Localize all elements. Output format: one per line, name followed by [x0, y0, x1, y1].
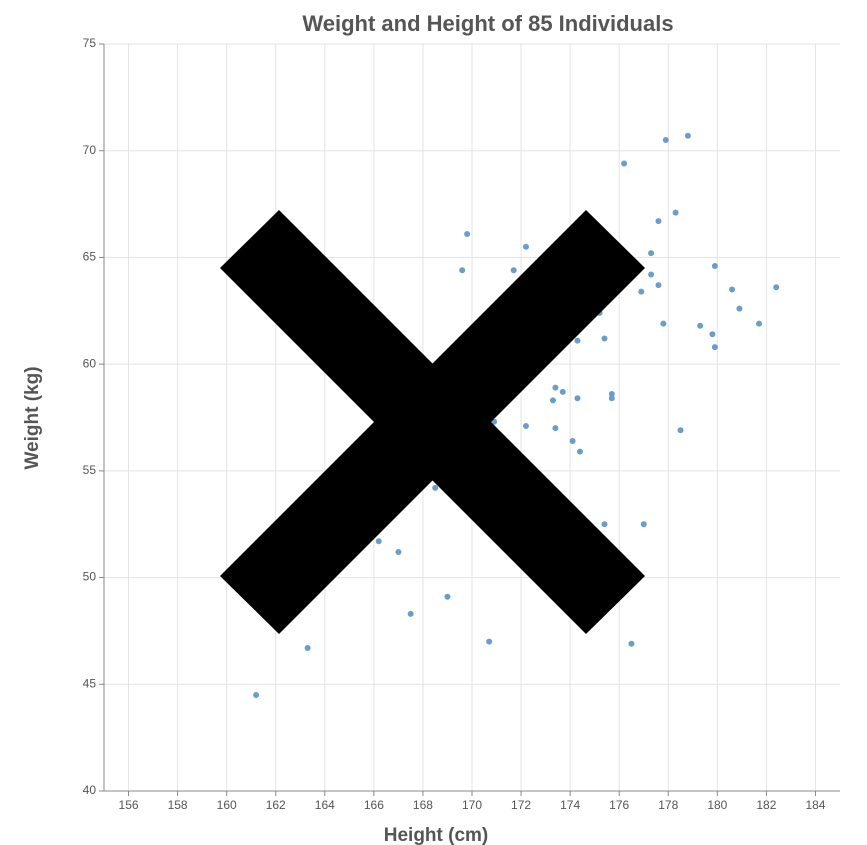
x-tick-label: 158 [168, 798, 188, 812]
point [709, 331, 716, 338]
point [559, 388, 566, 395]
point [510, 267, 517, 274]
x-tick-label: 170 [462, 798, 482, 812]
point [638, 288, 645, 295]
point [486, 638, 493, 645]
point [522, 423, 529, 430]
point [660, 320, 667, 327]
point [773, 284, 780, 291]
y-axis-label: Weight (kg) [22, 366, 43, 469]
point [549, 397, 556, 404]
x-tick-label: 178 [658, 798, 678, 812]
point [407, 610, 414, 617]
point [628, 640, 635, 647]
x-tick-label: 156 [119, 798, 139, 812]
x-tick-label: 168 [413, 798, 433, 812]
x-tick-label: 166 [364, 798, 384, 812]
point [711, 344, 718, 351]
x-tick-label: 162 [266, 798, 286, 812]
point [684, 132, 691, 139]
point [569, 437, 576, 444]
point [640, 521, 647, 528]
point [552, 425, 559, 432]
point [601, 521, 608, 528]
point [608, 391, 615, 398]
point [655, 218, 662, 225]
y-tick-label: 60 [83, 356, 97, 370]
y-tick-label: 40 [83, 783, 97, 797]
point [253, 691, 260, 698]
x-tick-label: 182 [756, 798, 776, 812]
point [672, 209, 679, 216]
point [432, 484, 439, 491]
y-tick-label: 45 [83, 676, 97, 690]
point [375, 538, 382, 545]
point [574, 395, 581, 402]
x-tick-label: 180 [707, 798, 727, 812]
point [522, 243, 529, 250]
point [444, 593, 451, 600]
point [756, 320, 763, 327]
point [304, 645, 311, 652]
y-tick-label: 50 [83, 570, 97, 584]
point [697, 322, 704, 329]
close-overlay [220, 210, 645, 634]
point [552, 384, 559, 391]
x-axis-label: Height (cm) [384, 825, 489, 845]
chart-title: Weight and Height of 85 Individuals [302, 11, 673, 36]
x-tick-label: 176 [609, 798, 629, 812]
point [662, 137, 669, 144]
point [729, 286, 736, 293]
point [621, 160, 628, 167]
point [655, 282, 662, 289]
point [576, 448, 583, 455]
y-tick-label: 70 [83, 143, 97, 157]
point [736, 305, 743, 312]
point [601, 335, 608, 342]
point [648, 250, 655, 257]
y-tick-label: 55 [83, 463, 97, 477]
x-tick-label: 172 [511, 798, 531, 812]
x-tick-label: 184 [805, 798, 825, 812]
x-tick-label: 174 [560, 798, 580, 812]
y-tick-label: 65 [83, 250, 97, 264]
point [677, 427, 684, 434]
point [648, 271, 655, 278]
x-tick-label: 160 [217, 798, 237, 812]
point [711, 262, 718, 269]
point [608, 395, 615, 402]
point [395, 548, 402, 555]
point [459, 267, 466, 274]
point [574, 337, 581, 344]
point [464, 230, 471, 237]
x-tick-label: 164 [315, 798, 335, 812]
y-tick-label: 75 [83, 36, 97, 50]
